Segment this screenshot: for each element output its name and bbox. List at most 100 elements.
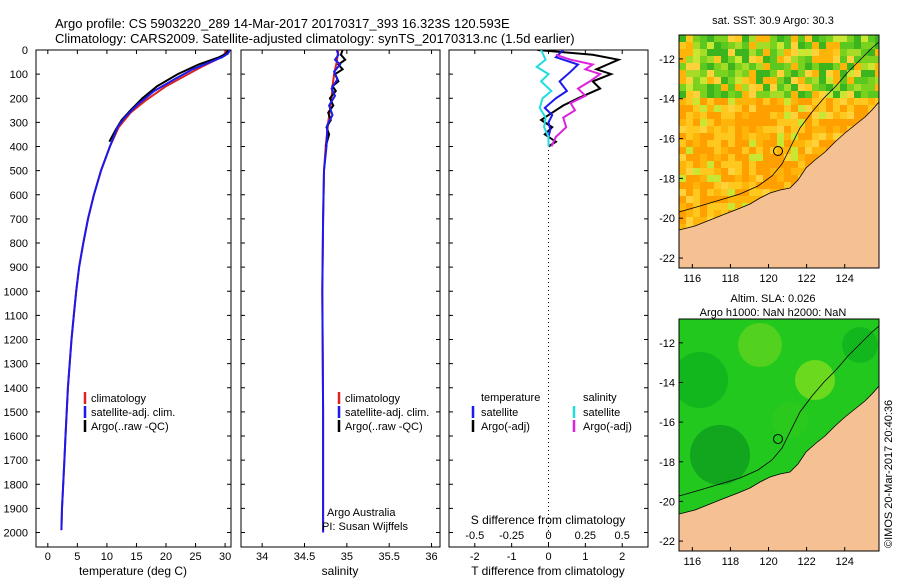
sst-argo-position-marker	[773, 146, 783, 156]
series-line-s-argo-adj-	[550, 53, 603, 147]
depth-tick-label: 0	[22, 45, 28, 57]
sla-anomaly-blob	[690, 425, 750, 485]
sst-cell	[826, 42, 833, 49]
sst-cell	[749, 119, 756, 126]
sst-cell	[707, 98, 714, 105]
sst-land	[679, 101, 879, 268]
sst-cell	[700, 84, 707, 91]
sst-cell	[798, 140, 805, 147]
sst-cell	[707, 182, 714, 189]
imos-credit: ©IMOS 20-Mar-2017 20:40:36	[883, 400, 895, 548]
sst-cell	[784, 63, 791, 70]
sst-cell	[693, 63, 700, 70]
sst-cell	[805, 70, 812, 77]
sst-cell	[742, 175, 749, 182]
sst-map-title: sat. SST: 30.9 Argo: 30.3	[712, 15, 834, 27]
sst-cell	[770, 112, 777, 119]
sst-cell	[728, 119, 735, 126]
sst-cell	[770, 175, 777, 182]
sst-cell	[784, 175, 791, 182]
sst-cell	[686, 98, 693, 105]
depth-tick-label: 1900	[4, 503, 28, 515]
sst-cell	[714, 154, 721, 161]
sst-cell	[693, 161, 700, 168]
sla-isobath	[679, 325, 879, 497]
sst-cell	[714, 112, 721, 119]
sst-cell	[861, 84, 868, 91]
sst-cell	[679, 56, 686, 63]
sst-cell	[700, 91, 707, 98]
sst-cell	[679, 210, 686, 217]
sst-cell	[756, 56, 763, 63]
sst-cell	[861, 70, 868, 77]
difference-x-axis: -2 -1 0 1 2 -0.5 -0.25 0 0.25 0.5	[465, 50, 630, 563]
sst-cell	[833, 112, 840, 119]
sst-cell	[840, 35, 847, 42]
sst-cell	[728, 126, 735, 133]
sla-anomaly-blob	[795, 360, 835, 400]
sst-cell	[798, 70, 805, 77]
sst-cell	[714, 105, 721, 112]
sst-cell	[826, 35, 833, 42]
sla-map-frame	[678, 318, 880, 552]
sst-cell	[700, 210, 707, 217]
sst-cell	[707, 147, 714, 154]
temperature-legend: climatology satellite-adj. clim. Argo(..…	[83, 392, 175, 433]
sst-cell	[728, 42, 735, 49]
sst-cell	[791, 126, 798, 133]
sst-cell	[728, 49, 735, 56]
sst-cell	[840, 98, 847, 105]
sst-cell	[707, 70, 714, 77]
sst-cell	[700, 217, 707, 224]
sst-cell	[826, 49, 833, 56]
t-difference-xlabel: T difference from climatology	[471, 564, 625, 578]
sst-cell	[805, 140, 812, 147]
sst-cell	[777, 140, 784, 147]
sst-cell	[700, 140, 707, 147]
temperature-x-axis: 0 5 10 15 20 25 30	[45, 50, 231, 563]
sst-isobath	[679, 41, 879, 213]
sst-cell	[693, 49, 700, 56]
sst-cell	[700, 42, 707, 49]
sst-cell	[819, 56, 826, 63]
map-lat-label: -22	[659, 253, 675, 265]
sst-cell	[714, 70, 721, 77]
sst-cell	[791, 175, 798, 182]
sst-cell	[693, 77, 700, 84]
sst-cell	[798, 42, 805, 49]
sst-cell	[791, 77, 798, 84]
sst-cell	[707, 119, 714, 126]
sst-cell	[679, 224, 686, 231]
sst-cell	[861, 112, 868, 119]
map-lat-label: -18	[659, 457, 675, 469]
salinity-legend: climatology satellite-adj. clim. Argo(..…	[337, 392, 429, 433]
legend-label-argo: Argo(..raw -QC)	[345, 421, 423, 433]
sst-cell	[770, 42, 777, 49]
sst-cell	[707, 56, 714, 63]
sst-cell	[756, 168, 763, 175]
sst-cell	[693, 42, 700, 49]
sst-cell	[707, 161, 714, 168]
sst-cell	[686, 161, 693, 168]
sst-cell	[756, 98, 763, 105]
sst-cell	[847, 119, 854, 126]
sst-map-frame	[678, 34, 880, 269]
sst-cell	[756, 140, 763, 147]
x-tick-label: 36	[425, 551, 437, 563]
sst-cell	[742, 77, 749, 84]
sst-cell	[714, 98, 721, 105]
sst-cell	[763, 98, 770, 105]
sst-cell	[812, 126, 819, 133]
sst-cell	[749, 147, 756, 154]
sst-cell	[742, 147, 749, 154]
sst-cell	[749, 98, 756, 105]
sst-cell	[854, 98, 861, 105]
sst-cell	[721, 119, 728, 126]
sst-cell	[679, 168, 686, 175]
sst-cell	[861, 35, 868, 42]
sst-cell	[714, 182, 721, 189]
sst-cell	[735, 140, 742, 147]
sst-cell	[763, 189, 770, 196]
sst-cell	[875, 70, 879, 77]
sst-cell	[735, 42, 742, 49]
